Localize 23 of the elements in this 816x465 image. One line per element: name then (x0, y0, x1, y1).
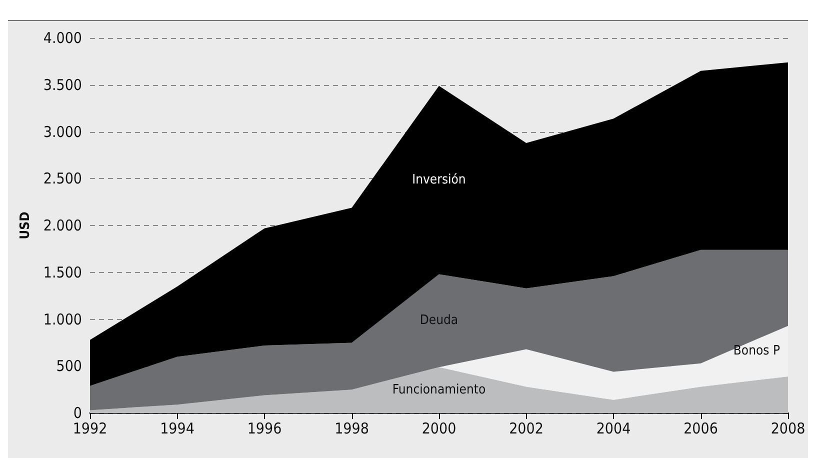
x-tick-label: 1998 (334, 420, 369, 438)
x-tick-label: 1994 (160, 420, 194, 438)
x-tick-label: 2006 (684, 420, 718, 438)
series-label: Bonos P (733, 344, 780, 359)
y-tick-label: 1.500 (43, 263, 82, 282)
y-tick-label: 3.000 (43, 122, 82, 141)
y-tick-label: 2.000 (43, 216, 82, 234)
y-tick-label: 4.000 (43, 29, 82, 47)
y-tick-label: 0 (73, 404, 82, 422)
x-tick-label: 1996 (247, 420, 282, 438)
y-tick-label: 2.500 (43, 170, 82, 188)
y-tick-label: 500 (56, 357, 82, 376)
x-tick-label: 2004 (596, 420, 631, 438)
x-tick-label: 1992 (72, 420, 108, 438)
y-tick-label: 3.500 (43, 76, 82, 94)
series-label: Funcionamiento (392, 382, 486, 398)
x-tick-label: 2002 (509, 420, 544, 438)
series-label: Inversión (412, 172, 466, 188)
series-label: Deuda (420, 313, 458, 328)
x-tick-label: 2008 (770, 420, 806, 438)
y-axis-title: USD (18, 211, 33, 240)
y-tick-label: 1.000 (43, 310, 82, 328)
x-tick-label: 2000 (422, 420, 456, 438)
